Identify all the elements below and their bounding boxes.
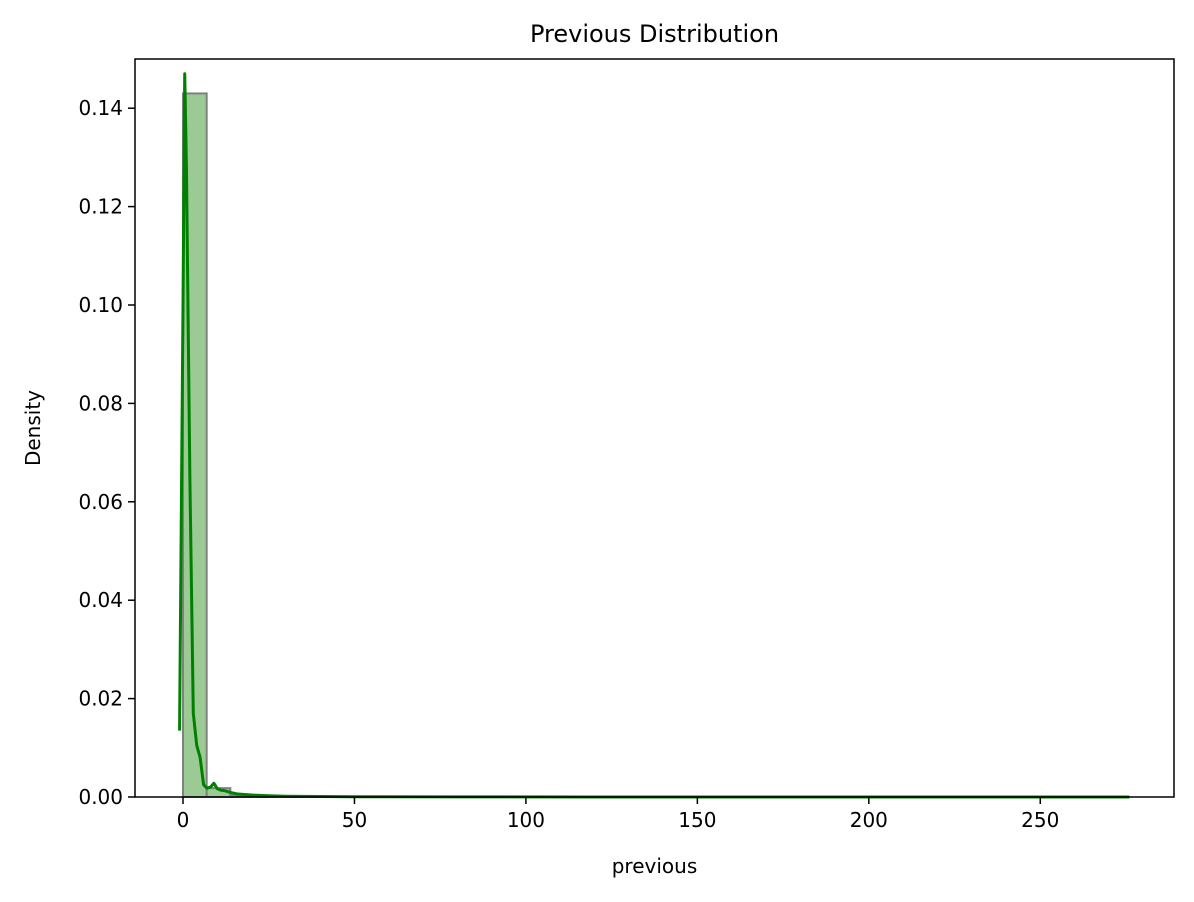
- y-axis-label: Density: [21, 390, 45, 466]
- y-tick-label: 0.04: [78, 588, 123, 612]
- chart-title: Previous Distribution: [530, 20, 779, 48]
- x-tick-label: 0: [177, 808, 190, 832]
- y-tick-label: 0.02: [78, 687, 123, 711]
- y-tick-label: 0.10: [78, 293, 123, 317]
- x-axis-label: previous: [612, 854, 698, 878]
- y-tick-label: 0.12: [78, 195, 123, 219]
- y-tick-label: 0.14: [78, 96, 123, 120]
- x-tick-label: 200: [850, 808, 888, 832]
- x-tick-label: 100: [507, 808, 545, 832]
- x-tick-label: 50: [342, 808, 367, 832]
- x-tick-label: 250: [1021, 808, 1059, 832]
- y-tick-label: 0.08: [78, 391, 123, 415]
- x-tick-label: 150: [678, 808, 716, 832]
- y-tick-label: 0.00: [78, 785, 123, 809]
- y-tick-label: 0.06: [78, 490, 123, 514]
